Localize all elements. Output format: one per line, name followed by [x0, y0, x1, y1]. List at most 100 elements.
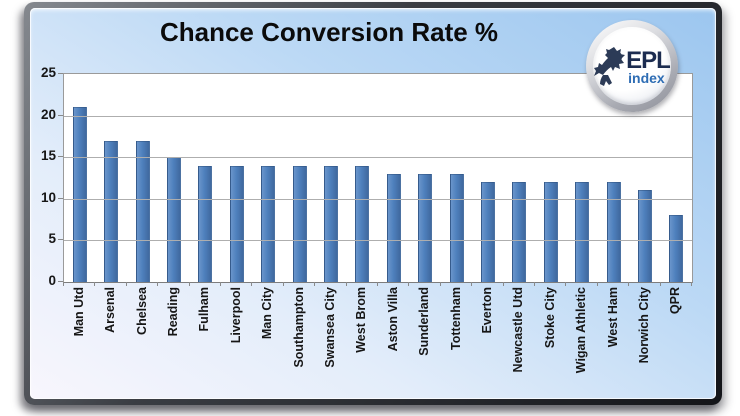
bar-west-ham [606, 182, 621, 282]
x-axis-tick [188, 282, 190, 286]
bar-arsenal [104, 140, 119, 282]
y-axis-label-5: 5 [48, 231, 56, 247]
plot-area [63, 73, 693, 283]
x-label-slot: Newcastle Utd [503, 287, 534, 395]
bar-slot [535, 74, 566, 282]
logo-index-text: index [628, 70, 665, 86]
x-axis-label-stoke-city: Stoke City [542, 287, 557, 349]
bar-swansea-city [323, 165, 338, 282]
x-axis-tick [345, 282, 347, 286]
y-axis-label-0: 0 [48, 273, 56, 288]
bar-slot [95, 74, 126, 282]
y-axis-tick [58, 73, 63, 74]
x-label-slot: Sunderland [408, 287, 439, 395]
bar-slot [661, 74, 692, 282]
x-axis-label-liverpool: Liverpool [228, 287, 243, 344]
bar-west-brom [355, 165, 370, 282]
x-axis-label-sunderland: Sunderland [417, 287, 432, 356]
x-axis-labels: Man Utd Arsenal Chelsea Reading Fulham Liverp… [63, 287, 691, 395]
bar-newcastle-utd [512, 182, 527, 282]
bar-slot [378, 74, 409, 282]
bar-sunderland [418, 173, 433, 282]
x-label-slot: Southampton [283, 287, 314, 395]
x-label-slot: Norwich City [628, 287, 659, 395]
chart-panel: Chance Conversion Rate % 0 5 10 15 20 25 Man … [30, 8, 716, 399]
x-label-slot: West Brom [346, 287, 377, 395]
bar-fulham [198, 165, 213, 282]
bar-slot [190, 74, 221, 282]
y-axis-label-25: 25 [40, 65, 56, 80]
x-axis-tick [314, 282, 316, 286]
x-label-slot: Reading [157, 287, 188, 395]
x-axis-tick [251, 282, 253, 286]
bar-reading [166, 157, 181, 282]
x-label-slot: Stoke City [534, 287, 565, 395]
bars-layer [64, 74, 692, 282]
x-axis-tick [125, 282, 127, 286]
x-axis-label-wigan-athletic: Wigan Athletic [574, 287, 589, 374]
gridline-15 [64, 157, 692, 159]
x-axis-tick [282, 282, 284, 286]
gridline-10 [64, 198, 692, 200]
y-axis-tick [58, 281, 63, 282]
x-axis-label-norwich-city: Norwich City [637, 287, 652, 364]
x-label-slot: Everton [471, 287, 502, 395]
x-axis-tick [628, 282, 630, 286]
x-axis-tick [471, 282, 473, 286]
x-label-slot: QPR [660, 287, 691, 395]
bar-wigan-athletic [575, 182, 590, 282]
gridline-20 [64, 115, 692, 117]
logo-face: EPL index [593, 27, 671, 105]
x-axis-tick [94, 282, 96, 286]
epl-index-logo: EPL index [586, 20, 678, 112]
x-axis-tick [377, 282, 378, 286]
x-label-slot: West Ham [597, 287, 628, 395]
x-axis-label-arsenal: Arsenal [103, 287, 118, 333]
x-axis-tick [659, 282, 661, 286]
x-axis-tick [63, 282, 64, 286]
bar-norwich-city [638, 190, 653, 282]
x-axis-label-man-utd: Man Utd [71, 287, 86, 337]
x-axis-label-west-ham: West Ham [605, 287, 620, 348]
bar-slot [347, 74, 378, 282]
x-label-slot: Fulham [189, 287, 220, 395]
x-axis-label-swansea-city: Swansea City [322, 287, 337, 368]
x-axis-tick [408, 282, 410, 286]
gridline-5 [64, 240, 692, 242]
x-axis-tick [157, 282, 159, 286]
x-axis-label-aston-villa: Aston Villa [385, 287, 400, 352]
bar-slot [567, 74, 598, 282]
x-axis-tick [596, 282, 598, 286]
x-axis-tick [691, 282, 692, 286]
x-axis-label-qpr: QPR [668, 287, 683, 315]
bar-slot [409, 74, 440, 282]
y-axis-tick [58, 197, 63, 199]
x-label-slot: Man Utd [63, 287, 94, 395]
bar-slot [629, 74, 660, 282]
bar-man-utd [72, 107, 87, 282]
bar-slot [598, 74, 629, 282]
x-label-slot: Chelsea [126, 287, 157, 395]
bar-everton [480, 182, 495, 282]
x-axis-label-man-city: Man City [260, 287, 275, 340]
bar-slot [441, 74, 472, 282]
x-label-slot: Wigan Athletic [566, 287, 597, 395]
y-axis-label-10: 10 [40, 189, 56, 205]
bar-stoke-city [543, 182, 558, 282]
x-axis-tick [220, 282, 221, 286]
x-axis-label-southampton: Southampton [291, 287, 306, 368]
x-axis-tick [534, 282, 535, 286]
logo-epl-text: EPL [626, 47, 671, 74]
chart-frame: Chance Conversion Rate % 0 5 10 15 20 25 Man … [24, 2, 722, 405]
bar-slot [221, 74, 252, 282]
bar-slot [127, 74, 158, 282]
x-axis-label-newcastle-utd: Newcastle Utd [511, 287, 526, 373]
x-axis-label-fulham: Fulham [197, 287, 212, 332]
x-label-slot: Man City [251, 287, 282, 395]
y-axis-label-20: 20 [40, 106, 56, 122]
bar-slot [504, 74, 535, 282]
bar-slot [158, 74, 189, 282]
bar-slot [284, 74, 315, 282]
x-label-slot: Liverpool [220, 287, 251, 395]
x-label-slot: Tottenham [440, 287, 471, 395]
